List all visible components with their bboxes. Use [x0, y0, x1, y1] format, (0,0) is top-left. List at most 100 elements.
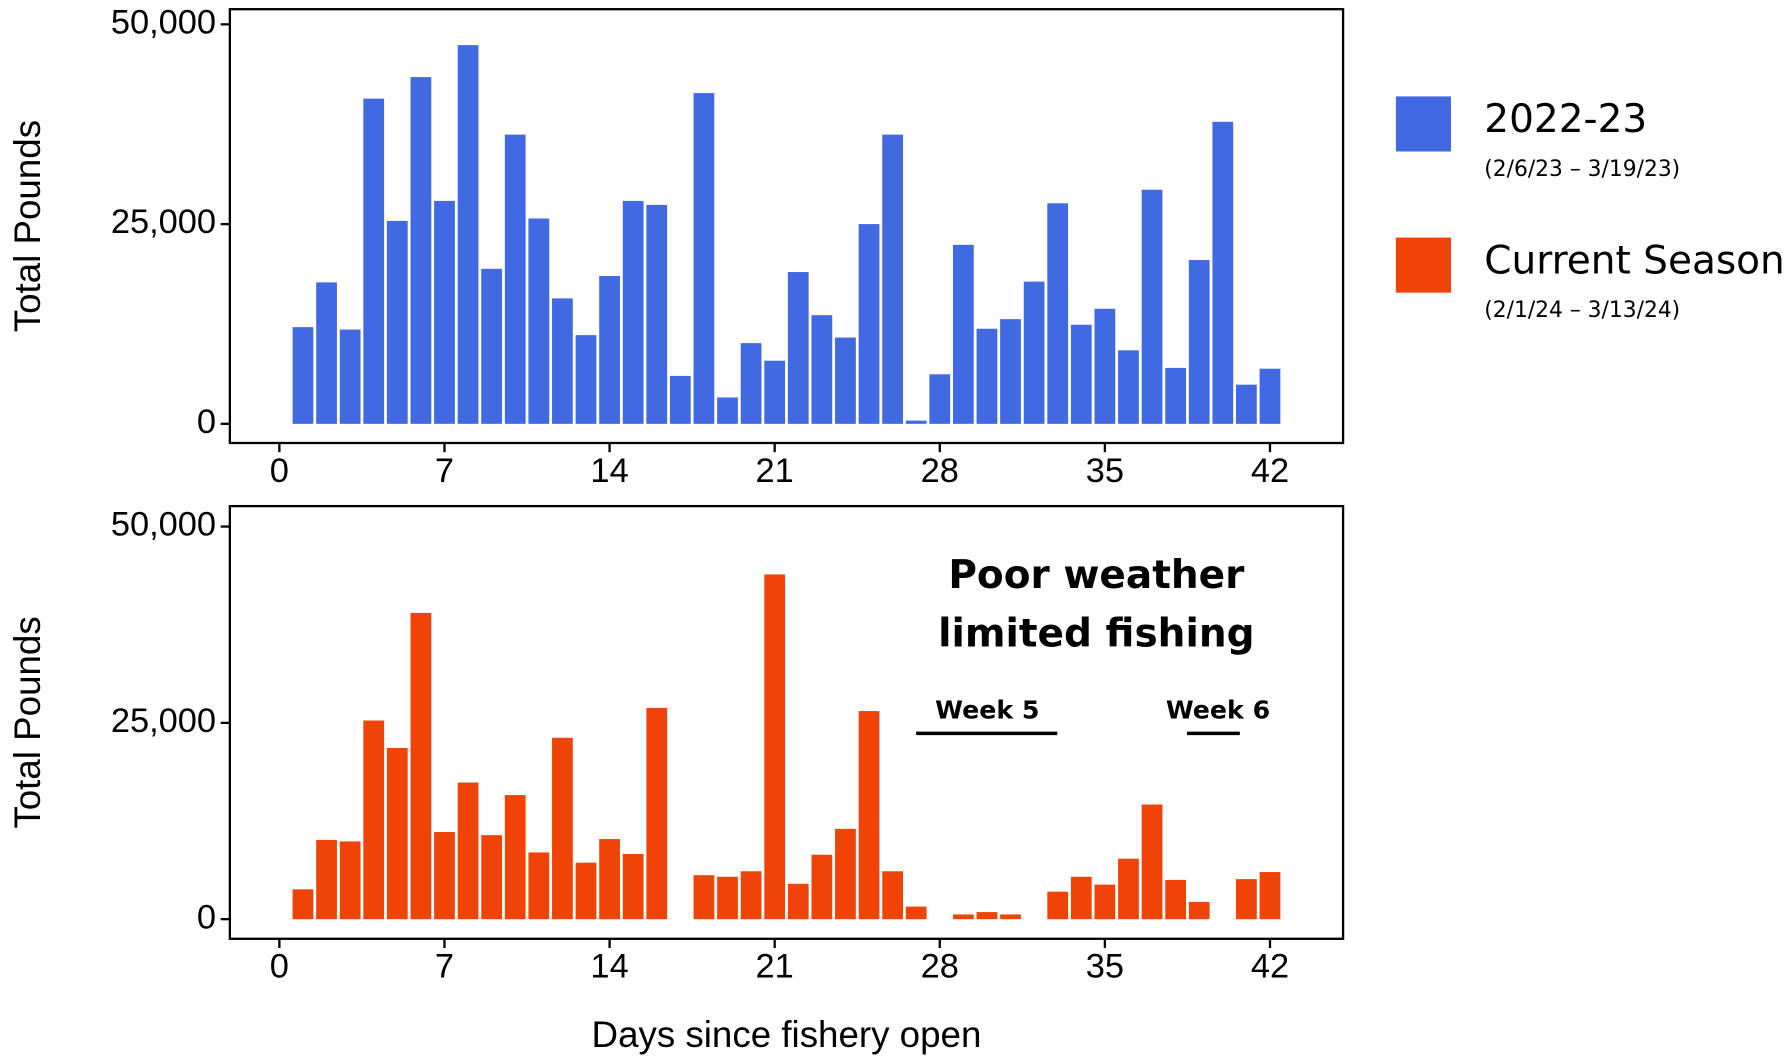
- bar: [386, 747, 408, 920]
- bar: [929, 374, 951, 424]
- bar: [1047, 891, 1069, 920]
- bar: [363, 98, 385, 424]
- bar: [811, 315, 833, 424]
- bar: [339, 841, 361, 920]
- bar: [811, 854, 833, 920]
- y-tick-label: 0: [197, 898, 216, 936]
- bar: [905, 420, 927, 424]
- y-tick-label: 25,000: [111, 203, 216, 241]
- bar: [1094, 884, 1116, 920]
- bar: [1118, 858, 1139, 920]
- x-axis-label: Days since fishery open: [592, 1014, 982, 1055]
- bar: [552, 298, 573, 424]
- bar: [858, 711, 880, 920]
- bar: [292, 327, 314, 424]
- legend-note: (2/6/23 – 3/19/23): [1484, 157, 1680, 182]
- bar: [410, 612, 432, 920]
- bar: [882, 134, 903, 424]
- x-tick-label: 35: [1086, 948, 1124, 986]
- x-tick-label: 28: [921, 452, 959, 490]
- x-tick-label: 42: [1251, 948, 1289, 986]
- bar: [528, 218, 550, 424]
- bar: [1047, 203, 1069, 424]
- bar: [528, 852, 550, 920]
- bar: [434, 831, 455, 920]
- bar: [693, 875, 715, 920]
- x-tick-label: 21: [756, 452, 794, 490]
- bar: [622, 853, 644, 920]
- bar: [693, 93, 715, 424]
- bar: [339, 329, 361, 424]
- bar: [1000, 914, 1021, 920]
- legend-note: (2/1/24 – 3/13/24): [1484, 298, 1680, 323]
- legend-label: 2022-23: [1484, 97, 1647, 142]
- bar: [646, 707, 668, 920]
- bar: [1165, 367, 1187, 424]
- bar: [457, 45, 479, 424]
- x-tick-label: 21: [756, 948, 794, 986]
- y-axis-label: Total Pounds: [7, 616, 48, 828]
- bar: [316, 282, 337, 424]
- bar: [858, 224, 880, 424]
- bar: [740, 343, 762, 424]
- bar: [1236, 384, 1257, 424]
- x-tick-label: 14: [590, 948, 628, 986]
- y-tick-label: 50,000: [111, 506, 216, 544]
- bar: [669, 375, 691, 424]
- y-tick-label: 25,000: [111, 702, 216, 740]
- bar: [1070, 324, 1092, 424]
- bar: [1188, 260, 1210, 424]
- bar: [1000, 319, 1021, 424]
- bar: [1118, 350, 1139, 424]
- bar: [599, 839, 620, 920]
- bar: [1141, 189, 1163, 424]
- bar: [292, 889, 314, 920]
- bar: [386, 220, 408, 424]
- bar: [552, 737, 573, 920]
- bar: [835, 828, 856, 920]
- y-axis-label: Total Pounds: [7, 120, 48, 332]
- bar: [976, 912, 998, 920]
- bar: [599, 276, 620, 424]
- x-tick-label: 7: [435, 452, 454, 490]
- bar: [1188, 901, 1210, 920]
- bar: [481, 835, 503, 920]
- x-tick-label: 0: [270, 452, 289, 490]
- bar: [787, 272, 809, 424]
- bar: [1259, 872, 1281, 920]
- bar: [1094, 308, 1116, 424]
- annotation: Poor weather: [948, 553, 1245, 598]
- bar: [646, 204, 668, 424]
- bar: [504, 795, 526, 920]
- bar: [363, 720, 385, 920]
- plot-frame: [228, 8, 1345, 445]
- bar: [1070, 876, 1092, 920]
- bar: [481, 268, 503, 424]
- x-tick-label: 7: [435, 948, 454, 986]
- bar: [575, 862, 597, 920]
- bar: [504, 134, 526, 424]
- bar: [882, 871, 903, 920]
- bar: [787, 883, 809, 920]
- bar: [717, 397, 738, 424]
- bar: [976, 328, 998, 424]
- bar: [1236, 879, 1257, 920]
- x-tick-label: 28: [921, 948, 959, 986]
- x-tick-label: 35: [1086, 452, 1124, 490]
- legend-swatch: [1395, 96, 1451, 152]
- bar: [764, 360, 786, 424]
- bar: [575, 335, 597, 424]
- bar: [1259, 368, 1281, 424]
- week-label: Week 6: [1166, 696, 1270, 725]
- bar: [1165, 879, 1187, 920]
- bar: [717, 876, 738, 920]
- bar: [316, 839, 337, 920]
- week-label: Week 5: [935, 696, 1039, 725]
- bar: [835, 337, 856, 424]
- bar: [434, 200, 455, 424]
- bar: [740, 871, 762, 920]
- bar: [905, 906, 927, 920]
- bar: [764, 574, 786, 920]
